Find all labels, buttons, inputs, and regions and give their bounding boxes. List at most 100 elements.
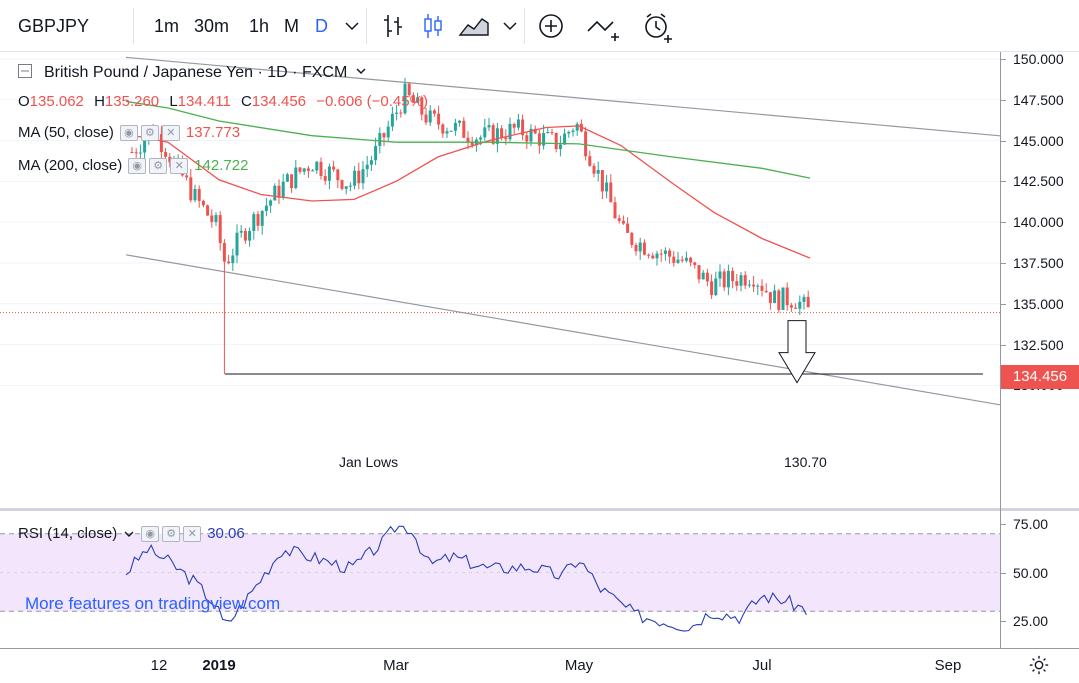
candle-body xyxy=(462,120,466,138)
close-value: 134.456 xyxy=(251,93,307,110)
candle-body xyxy=(277,185,281,198)
symbol-search[interactable]: GBPJPY xyxy=(18,16,90,36)
candle-body xyxy=(621,220,625,224)
candle-body xyxy=(655,253,659,259)
candle-body xyxy=(248,230,252,241)
candle-body xyxy=(697,265,701,280)
candle-body xyxy=(672,256,676,263)
price-pane[interactable] xyxy=(0,52,1000,508)
candle-body xyxy=(726,270,730,288)
candle-body xyxy=(529,128,533,142)
chevron-down-icon[interactable] xyxy=(123,529,135,539)
compare-icon[interactable] xyxy=(585,11,625,41)
rsi-legend[interactable]: RSI (14, close) ◉ ⚙ ✕ 30.06 xyxy=(18,525,245,542)
candle-body xyxy=(315,161,319,171)
eye-icon[interactable]: ◉ xyxy=(128,157,147,174)
candle-body xyxy=(336,169,340,181)
candle-body xyxy=(596,170,600,174)
gear-icon[interactable]: ⚙ xyxy=(162,525,181,542)
price-scale[interactable]: 150.000 147.500 145.000 142.500 140.000 137.5… xyxy=(1000,51,1079,648)
interval-day[interactable]: D xyxy=(315,16,328,36)
candle-body xyxy=(521,119,525,136)
rsi-pane[interactable] xyxy=(0,511,1000,648)
eye-icon[interactable]: ◉ xyxy=(119,124,138,141)
gear-icon[interactable] xyxy=(1028,654,1050,676)
top-toolbar: GBPJPY 1m 30m 1h M D xyxy=(0,0,1079,52)
low-value: 134.411 xyxy=(177,93,231,110)
candle-chart-icon[interactable] xyxy=(420,11,446,41)
candle-body xyxy=(340,180,344,189)
candle-body xyxy=(638,242,642,252)
candle-body xyxy=(323,176,327,181)
x-tick-label: May xyxy=(564,657,594,674)
y-tick-label: 132.500 xyxy=(1013,336,1064,353)
gear-icon[interactable]: ⚙ xyxy=(149,157,168,174)
chevron-down-icon[interactable] xyxy=(354,65,368,77)
candle-body xyxy=(764,290,768,293)
add-indicator-icon[interactable] xyxy=(537,11,565,41)
ohlc-values: O135.062 H135.260 L134.411 C134.456 −0.6… xyxy=(18,93,428,110)
interval-month[interactable]: M xyxy=(284,16,299,36)
rsi-chart[interactable] xyxy=(0,511,1000,648)
price-chart[interactable] xyxy=(0,52,1000,508)
candle-body xyxy=(693,262,697,266)
close-icon[interactable]: ✕ xyxy=(170,157,189,174)
candle-body xyxy=(743,275,747,286)
promo-link[interactable]: More features on tradingview.com xyxy=(25,594,281,613)
interval-1h[interactable]: 1h xyxy=(249,16,270,36)
candle-body xyxy=(789,305,793,308)
alert-icon[interactable] xyxy=(642,11,676,45)
eye-icon[interactable]: ◉ xyxy=(141,525,160,542)
candle-body xyxy=(617,218,621,221)
y-tick-mark xyxy=(1001,572,1006,574)
candle-body xyxy=(483,127,487,138)
chevron-down-icon[interactable] xyxy=(342,11,362,41)
candle-body xyxy=(458,120,462,123)
candle-body xyxy=(407,83,411,96)
interval-1m[interactable]: 1m xyxy=(154,16,180,36)
y-tick-label: 75.00 xyxy=(1013,516,1049,532)
y-tick-label: 137.500 xyxy=(1013,255,1064,271)
candle-body xyxy=(306,168,310,171)
area-chart-icon[interactable] xyxy=(458,11,490,41)
candle-body xyxy=(613,202,617,219)
candle-body xyxy=(416,97,420,103)
ma50-legend[interactable]: MA (50, close) ◉ ⚙ ✕ 137.773 xyxy=(18,124,240,141)
candle-body xyxy=(449,130,453,132)
close-icon[interactable]: ✕ xyxy=(183,525,202,542)
candle-body xyxy=(189,177,193,201)
y-tick-mark xyxy=(1001,222,1006,224)
bar-chart-icon[interactable] xyxy=(380,11,406,41)
candle-body xyxy=(239,230,243,233)
y-tick-label: 147.500 xyxy=(1013,91,1064,108)
candle-body xyxy=(605,182,609,192)
candle-body xyxy=(134,152,138,154)
candle-body xyxy=(227,261,231,264)
gear-icon[interactable]: ⚙ xyxy=(140,124,159,141)
candle-body xyxy=(143,140,147,153)
candle-body xyxy=(159,134,163,153)
last-price-tag: 134.456 xyxy=(1001,365,1079,389)
candle-body xyxy=(353,170,357,186)
candle-body xyxy=(714,278,718,296)
candle-body xyxy=(710,281,714,296)
ma50-value: 137.773 xyxy=(185,124,241,141)
chevron-down-icon[interactable] xyxy=(500,11,520,41)
candle-body xyxy=(558,144,562,150)
y-tick-label: 140.000 xyxy=(1013,214,1064,231)
candle-body xyxy=(651,255,655,259)
candle-body xyxy=(747,284,751,286)
time-scale[interactable]: 12 2019 Mar May Jul Sep xyxy=(0,648,1079,683)
rsi-line xyxy=(125,525,807,632)
pane-divider[interactable] xyxy=(0,508,1079,511)
candle-body xyxy=(647,254,651,256)
x-tick-label: 12 xyxy=(150,657,168,674)
candle-body xyxy=(420,97,424,115)
ma200-legend[interactable]: MA (200, close) ◉ ⚙ ✕ 142.722 xyxy=(18,157,248,174)
candle-body xyxy=(138,152,142,154)
x-tick-label: 2019 xyxy=(202,657,236,674)
close-icon[interactable]: ✕ xyxy=(161,124,180,141)
interval-30m[interactable]: 30m xyxy=(194,16,230,36)
collapse-icon[interactable] xyxy=(18,64,32,78)
candle-body xyxy=(332,166,336,170)
